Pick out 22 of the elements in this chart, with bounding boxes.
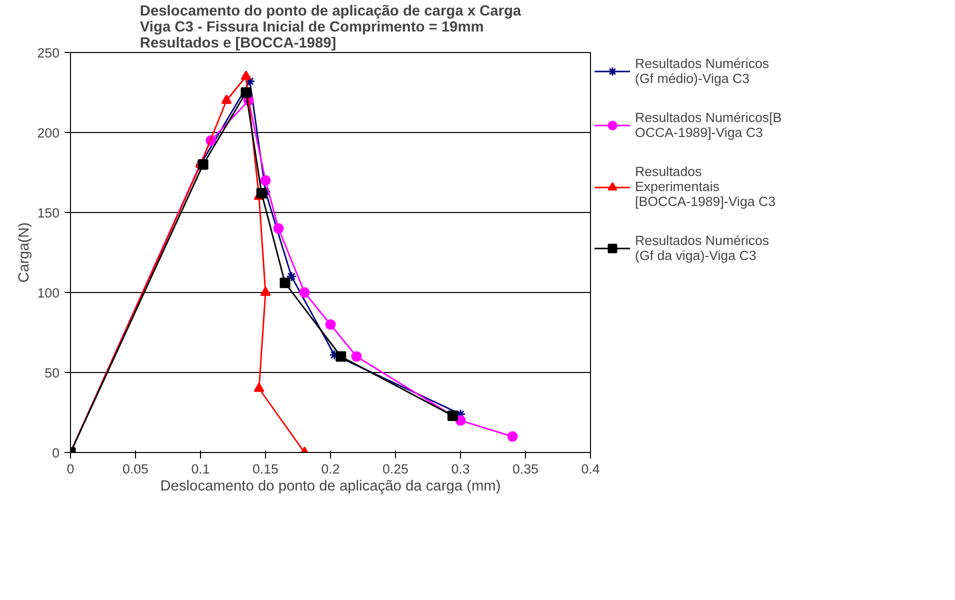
- x-tick-label: 0.4: [581, 462, 600, 476]
- x-tick-label: 0.2: [321, 462, 340, 476]
- x-tick-label: 0.35: [512, 462, 538, 476]
- x-tick-label: 0.1: [191, 462, 210, 476]
- y-tick-label: 250: [37, 46, 60, 60]
- x-tick-label: 0.25: [382, 462, 408, 476]
- x-tick-label: 0.05: [122, 462, 148, 476]
- legend-label: Resultados Numéricos (Gf médio)-Viga C3: [635, 56, 770, 86]
- legend-label: Resultados Experimentais [BOCCA-1989]-Viga C3: [635, 164, 776, 209]
- x-axis-title: Deslocamento do ponto de aplicação da carga (mm): [160, 478, 501, 494]
- y-tick-label: 200: [37, 126, 60, 140]
- y-axis-title: Carga(N): [16, 222, 32, 283]
- y-tick-label: 50: [44, 366, 60, 380]
- legend-label: Resultados Numéricos (Gf da viga)-Viga C3: [635, 233, 770, 263]
- y-tick-label: 100: [37, 286, 60, 300]
- y-tick-label: 150: [37, 206, 60, 220]
- legend-label: Resultados Numéricos[BOCCA-1989]-Viga C3: [635, 110, 782, 140]
- x-tick-label: 0.15: [252, 462, 278, 476]
- y-tick-label: 0: [52, 446, 60, 460]
- x-tick-label: 0.3: [451, 462, 470, 476]
- x-tick-label: 0: [66, 462, 74, 476]
- chart-title: Deslocamento do ponto de aplicação de carga x Carga Viga C3 - Fissura Inicial de Comprimento = 19mm Resultados e [BOCCA-1989]: [140, 4, 522, 52]
